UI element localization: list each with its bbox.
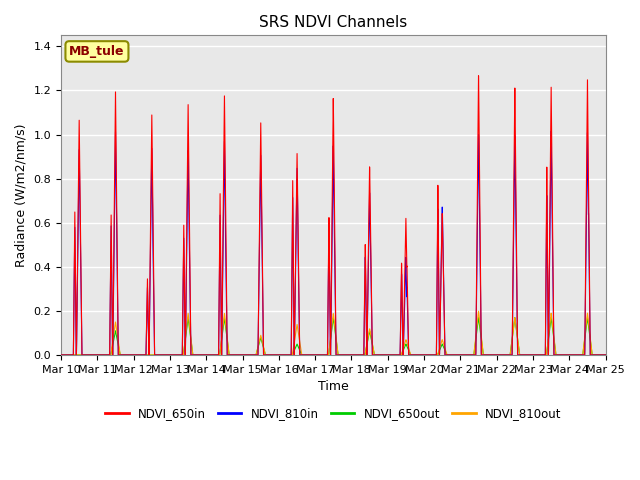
Title: SRS NDVI Channels: SRS NDVI Channels — [259, 15, 408, 30]
NDVI_810in — [398, 280, 406, 286]
NDVI_810out — [57, 352, 65, 358]
Line: NDVI_810in: NDVI_810in — [61, 131, 605, 355]
NDVI_810out — [573, 352, 580, 358]
NDVI_650out — [573, 352, 580, 358]
NDVI_810out — [398, 350, 406, 356]
NDVI_650in — [122, 352, 130, 358]
NDVI_650out — [122, 352, 130, 358]
NDVI_650out — [398, 351, 406, 357]
NDVI_650out — [602, 352, 609, 358]
NDVI_810in — [547, 128, 555, 134]
NDVI_650in — [398, 270, 406, 276]
NDVI_650in — [573, 352, 580, 358]
NDVI_810in — [266, 352, 273, 358]
NDVI_810out — [552, 348, 559, 353]
Line: NDVI_650in: NDVI_650in — [61, 76, 605, 355]
NDVI_650in — [57, 352, 65, 358]
X-axis label: Time: Time — [318, 380, 349, 393]
NDVI_650out — [552, 347, 559, 353]
NDVI_650in — [552, 352, 559, 358]
NDVI_650out — [584, 315, 591, 321]
NDVI_650in — [602, 352, 609, 358]
NDVI_810out — [475, 308, 483, 314]
NDVI_650out — [57, 352, 65, 358]
NDVI_810in — [549, 264, 557, 270]
NDVI_810in — [552, 352, 559, 358]
Line: NDVI_650out: NDVI_650out — [61, 318, 605, 355]
NDVI_810out — [602, 352, 609, 358]
NDVI_650in — [475, 73, 483, 79]
Text: MB_tule: MB_tule — [69, 45, 125, 58]
Line: NDVI_810out: NDVI_810out — [61, 311, 605, 355]
Legend: NDVI_650in, NDVI_810in, NDVI_650out, NDVI_810out: NDVI_650in, NDVI_810in, NDVI_650out, NDV… — [100, 402, 566, 425]
NDVI_810in — [122, 352, 130, 358]
NDVI_650out — [266, 352, 273, 358]
NDVI_810out — [266, 352, 273, 358]
NDVI_810in — [573, 352, 580, 358]
NDVI_810in — [602, 352, 609, 358]
NDVI_650in — [549, 249, 557, 254]
NDVI_810out — [549, 325, 557, 331]
NDVI_650in — [266, 352, 273, 358]
Y-axis label: Radiance (W/m2/nm/s): Radiance (W/m2/nm/s) — [15, 123, 28, 267]
NDVI_810out — [122, 352, 130, 358]
NDVI_810in — [57, 352, 65, 358]
NDVI_650out — [549, 327, 557, 333]
